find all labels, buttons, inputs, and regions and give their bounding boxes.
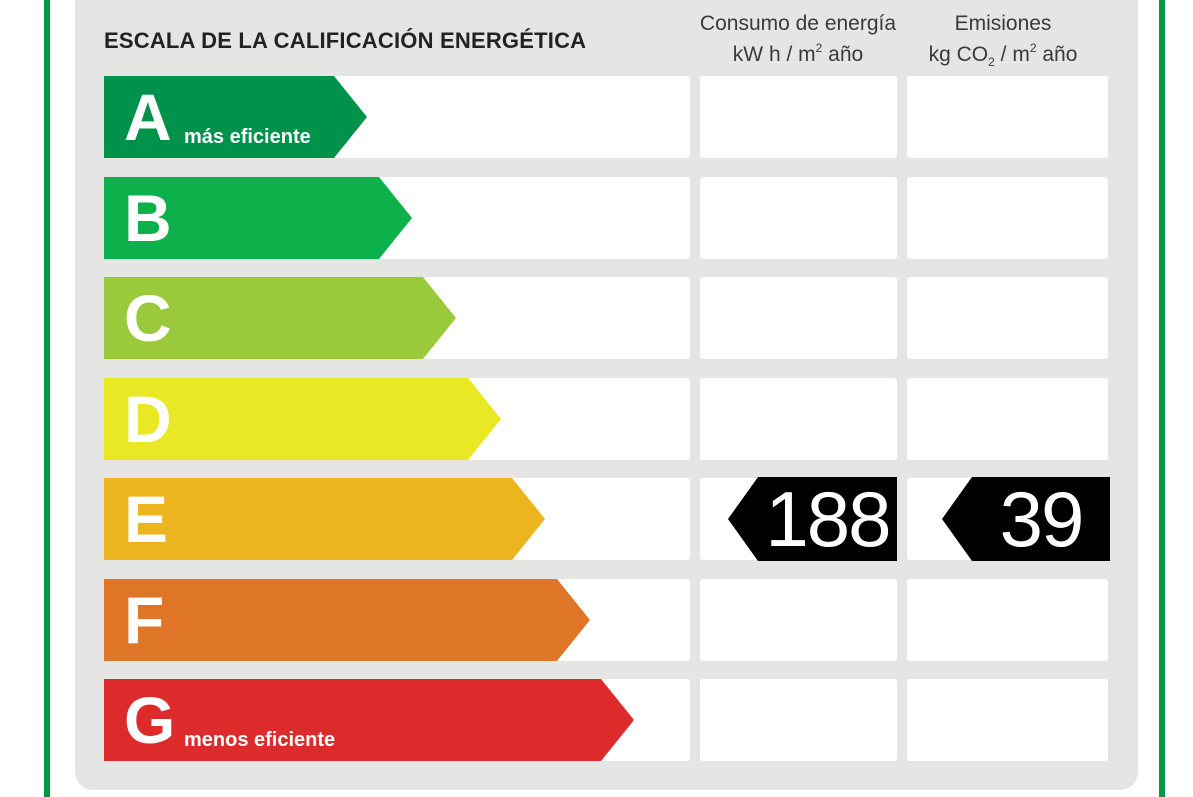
rating-arrow-shape (104, 277, 456, 359)
rating-arrow-shape (104, 579, 590, 661)
indicator-arrow-shape (942, 477, 1110, 561)
frame-left-border (44, 0, 50, 797)
frame-right-border (1159, 0, 1165, 797)
emissions-cell-f (907, 579, 1108, 661)
rating-letter: D (124, 382, 172, 456)
energy-header-line1: Consumo de energía (699, 12, 897, 35)
emissions-cell-d (907, 378, 1108, 460)
energy-cell-a (700, 76, 897, 158)
rating-bar-d: D (104, 378, 501, 460)
emissions-header-line1: Emisiones (954, 12, 1052, 35)
rating-description: menos eficiente (184, 729, 336, 751)
rating-letter: B (124, 181, 172, 255)
rating-letter: G (124, 683, 176, 757)
energy-cell-c (700, 277, 897, 359)
energy-consumption-indicator-value: 188 (765, 475, 891, 563)
emissions-column-header: Emisiones kg CO2 / m2 año (905, 8, 1101, 70)
rating-letter: E (124, 482, 169, 556)
rating-arrow-shape (104, 378, 501, 460)
emissions-cell-b (907, 177, 1108, 259)
energy-consumption-indicator: 188 (728, 477, 897, 561)
rating-bar-c: C (104, 277, 456, 359)
rating-description: más eficiente (184, 126, 311, 148)
emissions-cell-g (907, 679, 1108, 761)
energy-header-unit: kW h / m2 año (732, 41, 864, 66)
energy-cell-g (700, 679, 897, 761)
indicator-arrow-shape (728, 477, 897, 561)
emissions-cell-c (907, 277, 1108, 359)
rating-letter: F (124, 583, 165, 657)
energy-cell-b (700, 177, 897, 259)
rating-arrow-shape (104, 478, 545, 560)
rating-arrow-shape (104, 177, 412, 259)
energy-cell-d (700, 378, 897, 460)
emissions-indicator-value: 39 (999, 475, 1085, 563)
rating-arrow-shape (104, 679, 634, 761)
rating-bar-b: B (104, 177, 412, 259)
label-title: ESCALA DE LA CALIFICACIÓN ENERGÉTICA (104, 28, 587, 53)
rating-letter: A (124, 80, 172, 154)
rating-bar-f: F (104, 579, 590, 661)
emissions-cell-a (907, 76, 1108, 158)
rating-arrow-shape (104, 76, 367, 158)
emissions-indicator: 39 (942, 477, 1110, 561)
emissions-header-unit: kg CO2 / m2 año (928, 41, 1078, 69)
rating-bar-e: E (104, 478, 545, 560)
energy-column-header: Consumo de energía kW h / m2 año (692, 8, 904, 70)
energy-cell-f (700, 579, 897, 661)
rating-letter: C (124, 281, 172, 355)
